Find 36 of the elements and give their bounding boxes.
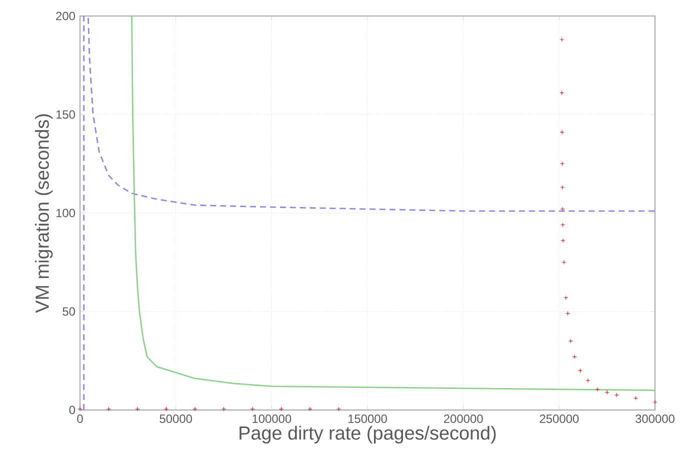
y-tick-label: 100 <box>56 208 76 218</box>
point <box>566 311 570 316</box>
x-axis-title: Page dirty rate (pages/second) <box>240 426 496 444</box>
point <box>221 406 226 412</box>
point <box>336 406 342 412</box>
point <box>560 185 565 190</box>
point <box>560 206 565 212</box>
point <box>560 130 564 135</box>
x-tick-label: 150000 <box>348 414 387 423</box>
point <box>164 406 169 412</box>
point <box>562 260 566 265</box>
y-tick-label: 150 <box>56 110 76 119</box>
point <box>652 400 658 404</box>
y-tick-label: 50 <box>62 307 76 316</box>
point <box>572 354 577 360</box>
x-tick-label: 300000 <box>636 414 674 423</box>
point <box>595 387 600 392</box>
point <box>78 406 82 412</box>
point <box>192 406 198 412</box>
point <box>250 406 255 412</box>
x-tick-label: 250000 <box>540 414 579 423</box>
y-tick-label: 200 <box>56 12 76 20</box>
point <box>135 406 140 412</box>
point <box>560 238 566 243</box>
point <box>278 406 284 412</box>
point <box>308 406 312 412</box>
point <box>586 378 590 383</box>
x-tick-label: 100000 <box>252 414 292 423</box>
point <box>614 392 619 398</box>
x-tick-label: 200000 <box>444 414 483 423</box>
y-tick-label: 0 <box>69 406 76 414</box>
x-tick-label: 50000 <box>160 414 192 423</box>
point <box>568 338 573 344</box>
x-tick-label: 0 <box>77 414 83 423</box>
y-axis-title: VM migration (seconds) <box>35 114 53 313</box>
point <box>106 406 112 412</box>
